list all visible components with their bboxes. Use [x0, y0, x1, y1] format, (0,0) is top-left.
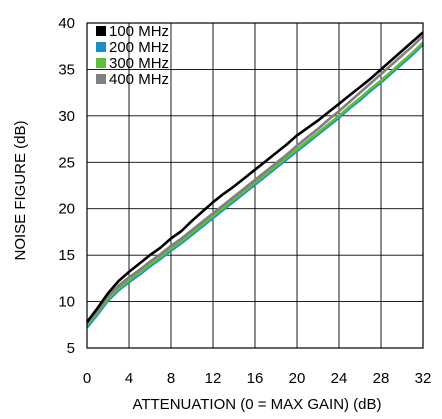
x-tick-label: 32 — [415, 370, 432, 387]
legend-swatch — [96, 26, 106, 36]
y-tick-label: 5 — [67, 340, 75, 357]
series-lines — [85, 31, 424, 329]
legend-label: 300 MHz — [109, 55, 169, 72]
x-tick-labels: 0 4 8 12 16 20 24 28 32 — [83, 370, 432, 387]
x-tick-label: 8 — [167, 370, 175, 387]
x-axis-title: ATTENUATION (0 = MAX GAIN) (dB) — [132, 396, 381, 413]
x-tick-label: 16 — [247, 370, 264, 387]
series-line-200-mhz — [85, 43, 424, 329]
x-tick-label: 4 — [125, 370, 133, 387]
y-tick-label: 40 — [58, 15, 75, 32]
y-tick-label: 25 — [58, 154, 75, 171]
series-line-300-mhz — [85, 41, 424, 327]
series-line-100-mhz — [85, 31, 424, 323]
x-tick-label: 24 — [331, 370, 348, 387]
plot-frame — [86, 22, 424, 349]
legend-swatch — [96, 74, 106, 84]
legend-label: 100 MHz — [109, 23, 169, 40]
legend-label: 200 MHz — [109, 39, 169, 56]
y-tick-label: 35 — [58, 61, 75, 78]
y-axis-title: NOISE FIGURE (dB) — [12, 120, 29, 260]
x-tick-label: 28 — [373, 370, 390, 387]
legend-label: 400 MHz — [109, 71, 169, 88]
y-tick-label: 15 — [58, 247, 75, 264]
legend-swatch — [96, 58, 106, 68]
x-tick-label: 0 — [83, 370, 91, 387]
y-tick-label: 20 — [58, 201, 75, 218]
x-tick-label: 12 — [205, 370, 222, 387]
y-tick-label: 10 — [58, 294, 75, 311]
y-tick-label: 30 — [58, 108, 75, 125]
y-tick-labels: 5 10 15 20 25 30 35 40 — [58, 15, 75, 357]
series-line-400-mhz — [85, 35, 424, 325]
x-tick-label: 20 — [289, 370, 306, 387]
legend-swatch — [96, 42, 106, 52]
